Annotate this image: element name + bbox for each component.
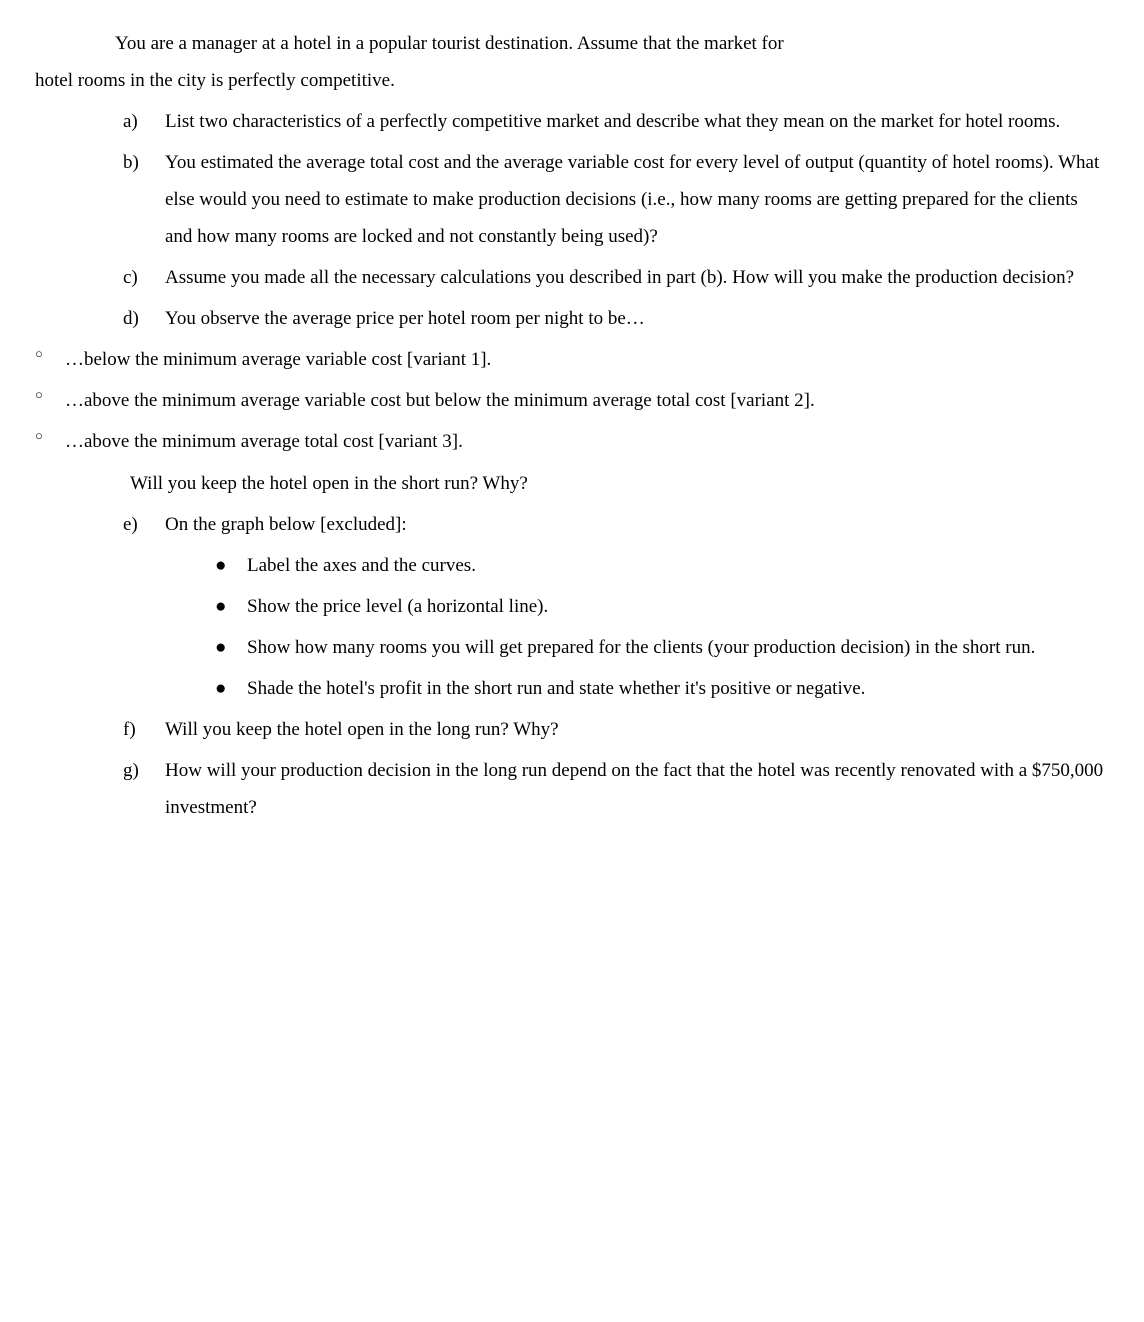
item-b: b) You estimated the average total cost … <box>35 144 1109 255</box>
bullet-icon: ● <box>215 670 226 707</box>
item-e-text: On the graph below [excluded]: <box>165 514 407 535</box>
variant-list: ○ …below the minimum average variable co… <box>35 341 1109 460</box>
variant-3-text: …above the minimum average total cost [v… <box>65 431 463 452</box>
bullet-3-text: Show how many rooms you will get prepare… <box>247 637 1035 658</box>
bullet-2-text: Show the price level (a horizontal line)… <box>247 596 548 617</box>
marker-d: d) <box>123 300 139 337</box>
bullet-icon: ● <box>215 547 226 584</box>
variant-2-text: …above the minimum average variable cost… <box>65 390 815 411</box>
bullet-icon: ● <box>215 588 226 625</box>
item-a: a) List two characteristics of a perfect… <box>35 103 1109 140</box>
marker-a: a) <box>123 103 138 140</box>
item-f-text: Will you keep the hotel open in the long… <box>165 719 559 740</box>
marker-e: e) <box>123 506 138 543</box>
item-b-text: You estimated the average total cost and… <box>165 152 1099 247</box>
intro-line2: hotel rooms in the city is perfectly com… <box>35 62 1109 99</box>
main-list-e: e) On the graph below [excluded]: <box>35 506 1109 543</box>
followup-d: Will you keep the hotel open in the shor… <box>35 465 1109 502</box>
circle-icon: ○ <box>35 382 43 407</box>
intro-paragraph: You are a manager at a hotel in a popula… <box>35 25 1109 99</box>
variant-1: ○ …below the minimum average variable co… <box>35 341 1109 378</box>
item-f: f) Will you keep the hotel open in the l… <box>35 711 1109 748</box>
bullet-4-text: Shade the hotel's profit in the short ru… <box>247 678 865 699</box>
intro-line1: You are a manager at a hotel in a popula… <box>35 25 1109 62</box>
item-a-text: List two characteristics of a perfectly … <box>165 111 1060 132</box>
variant-3: ○ …above the minimum average total cost … <box>35 423 1109 460</box>
bullet-1: ● Label the axes and the curves. <box>35 547 1109 584</box>
circle-icon: ○ <box>35 341 43 366</box>
bullet-1-text: Label the axes and the curves. <box>247 555 476 576</box>
bullet-icon: ● <box>215 629 226 666</box>
bullet-2: ● Show the price level (a horizontal lin… <box>35 588 1109 625</box>
item-d: d) You observe the average price per hot… <box>35 300 1109 337</box>
item-c: c) Assume you made all the necessary cal… <box>35 259 1109 296</box>
marker-b: b) <box>123 144 139 181</box>
variant-1-text: …below the minimum average variable cost… <box>65 349 491 370</box>
item-g: g) How will your production decision in … <box>35 752 1109 826</box>
bullet-list: ● Label the axes and the curves. ● Show … <box>35 547 1109 707</box>
item-c-text: Assume you made all the necessary calcul… <box>165 267 1074 288</box>
variant-2: ○ …above the minimum average variable co… <box>35 382 1109 419</box>
marker-c: c) <box>123 259 138 296</box>
item-e: e) On the graph below [excluded]: <box>35 506 1109 543</box>
main-list-fg: f) Will you keep the hotel open in the l… <box>35 711 1109 826</box>
marker-f: f) <box>123 711 136 748</box>
bullet-4: ● Shade the hotel's profit in the short … <box>35 670 1109 707</box>
bullet-3: ● Show how many rooms you will get prepa… <box>35 629 1109 666</box>
item-g-text: How will your production decision in the… <box>165 760 1103 818</box>
main-list: a) List two characteristics of a perfect… <box>35 103 1109 337</box>
item-d-text: You observe the average price per hotel … <box>165 308 645 329</box>
marker-g: g) <box>123 752 139 789</box>
circle-icon: ○ <box>35 423 43 448</box>
